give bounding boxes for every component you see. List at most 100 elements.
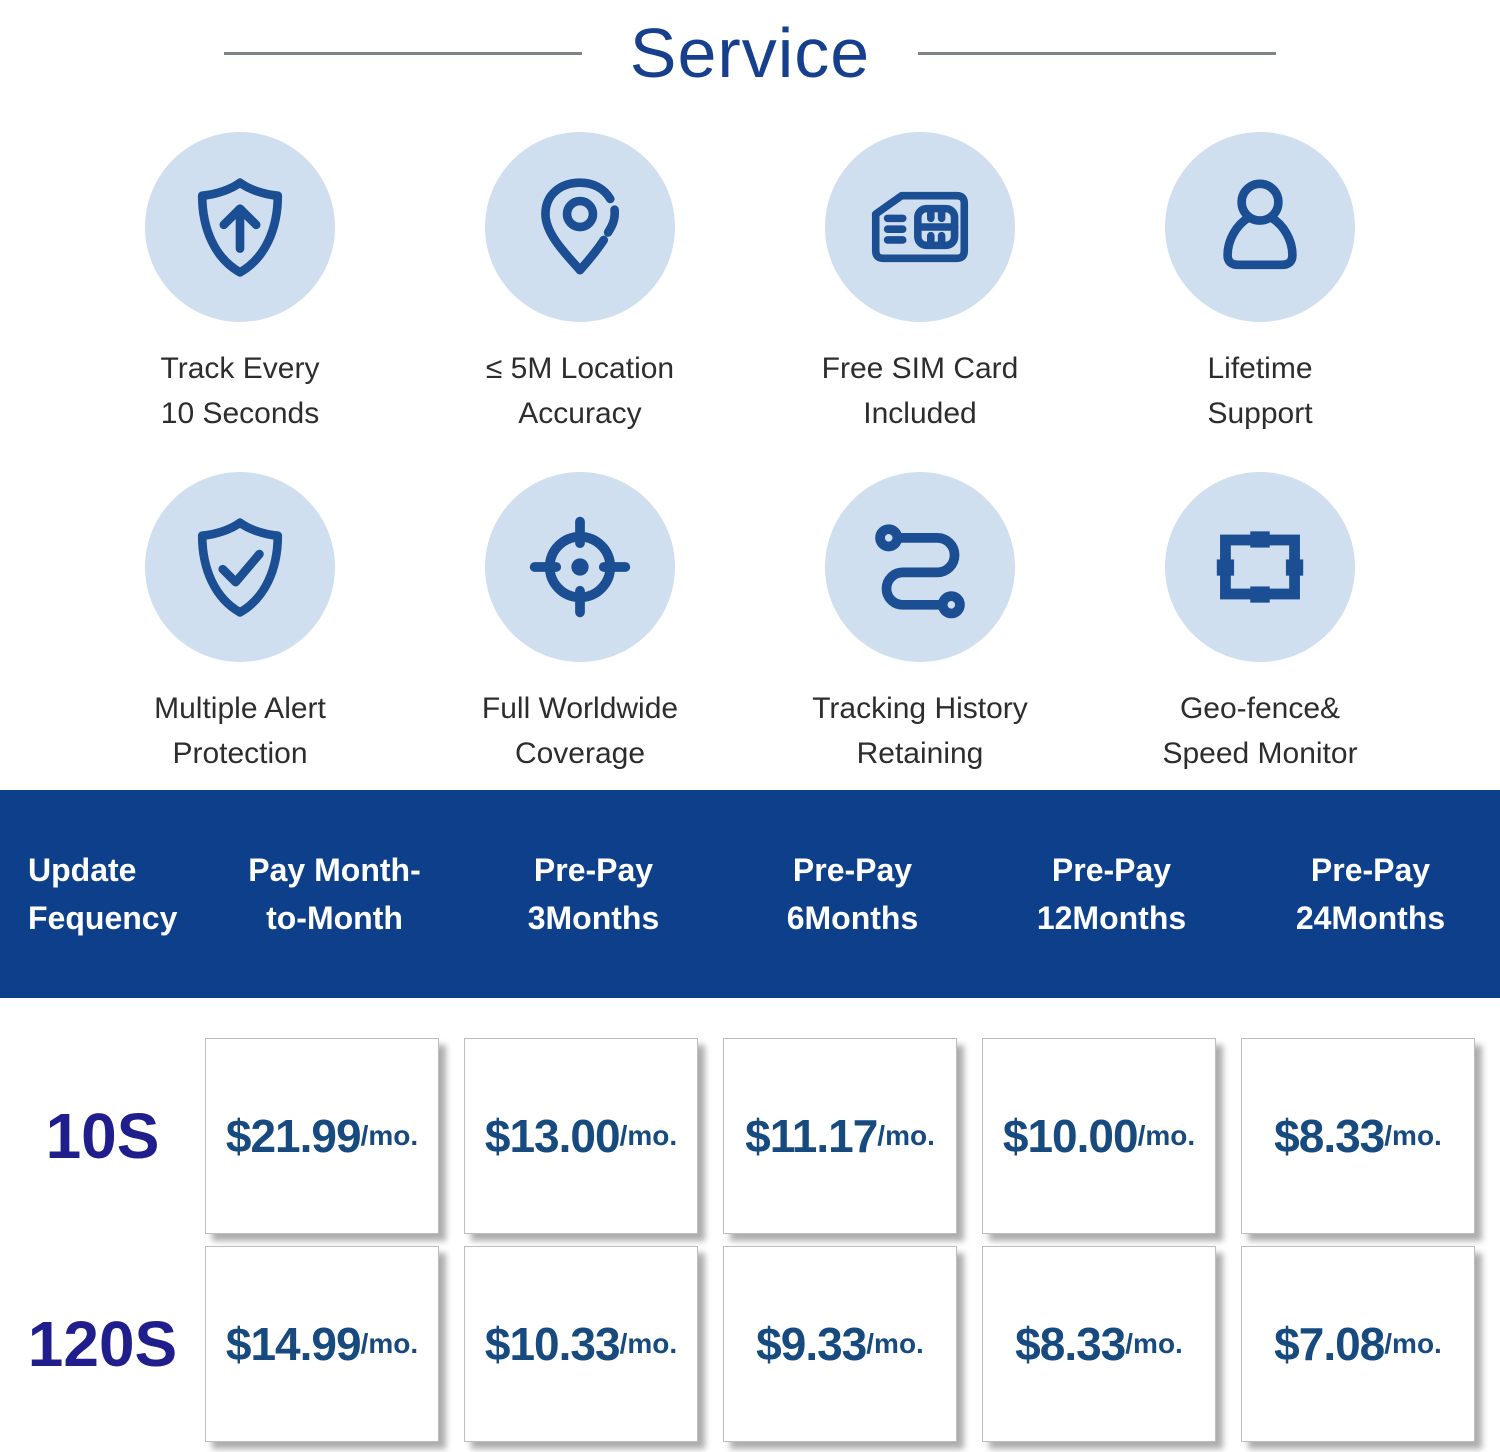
price-card: $13.00/mo.	[464, 1038, 698, 1234]
geofence-icon	[1216, 531, 1304, 603]
row-label-120s: 120S	[27, 1308, 178, 1380]
header-line1: Pay Month-	[248, 852, 421, 888]
person-icon	[1223, 179, 1297, 270]
price-suffix: /mo.	[619, 1120, 678, 1151]
title-divider-left	[223, 51, 582, 55]
feature-circle	[825, 132, 1015, 322]
feature-label-line2: Accuracy	[518, 397, 642, 430]
header-prepay-24months: Pre-Pay 24Months	[1241, 846, 1500, 942]
header-line2: Fequency	[28, 900, 178, 936]
feature-label-line1: Full Worldwide	[481, 692, 679, 725]
price-amount: $10.33	[484, 1318, 621, 1370]
header-update-frequency: Update Fequency	[0, 846, 205, 942]
price-amount: $14.99	[225, 1318, 362, 1370]
feature-circle	[825, 472, 1015, 662]
feature-grid: Track Every 10 Seconds ≤ 5M Location Acc…	[0, 96, 1500, 776]
feature-circle	[145, 472, 335, 662]
feature-label: Geo-fence& Speed Monitor	[1162, 686, 1357, 776]
feature-label-line1: Free SIM Card	[821, 352, 1019, 385]
header-prepay-3months: Pre-Pay 3Months	[464, 846, 723, 942]
title-divider-right	[918, 51, 1277, 55]
price-suffix: /mo.	[866, 1328, 924, 1359]
price-amount: $11.17	[745, 1110, 878, 1162]
price-suffix: /mo.	[1384, 1120, 1442, 1151]
shield-check-icon	[197, 518, 283, 617]
price-card: $10.00/mo.	[982, 1038, 1216, 1234]
price-card: $21.99/mo.	[205, 1038, 439, 1234]
pricing-table: Update Fequency Pay Month- to-Month Pre-…	[0, 790, 1500, 1442]
header-line1: Pre-Pay	[533, 852, 654, 888]
header-line1: Pre-Pay	[1051, 852, 1172, 888]
route-icon	[875, 524, 965, 619]
location-pin-icon	[541, 178, 620, 275]
feature-label-line1: ≤ 5M Location	[485, 352, 675, 385]
shield-arrow-icon	[197, 178, 283, 277]
feature-circle	[1165, 132, 1355, 322]
header-prepay-12months: Pre-Pay 12Months	[982, 846, 1241, 942]
feature-location-accuracy: ≤ 5M Location Accuracy	[410, 132, 750, 436]
header-line2: 12Months	[1036, 900, 1187, 936]
header-prepay-6months: Pre-Pay 6Months	[723, 846, 982, 942]
feature-label-line2: Retaining	[856, 737, 984, 770]
price-amount: $10.00	[1002, 1110, 1139, 1162]
feature-label-line2: Coverage	[514, 737, 646, 770]
feature-label: Multiple Alert Protection	[154, 686, 326, 776]
pricing-body: 10S $21.99/mo. $13.00/mo. $11.17/mo. $10…	[0, 998, 1500, 1442]
price-suffix: /mo.	[619, 1328, 678, 1359]
feature-lifetime-support: Lifetime Support	[1090, 132, 1430, 436]
feature-label-line1: Multiple Alert	[154, 692, 326, 725]
feature-label: Lifetime Support	[1207, 346, 1312, 436]
price-suffix: /mo.	[1125, 1328, 1183, 1359]
feature-row-1: Track Every 10 Seconds ≤ 5M Location Acc…	[70, 132, 1430, 436]
feature-label-line1: Tracking History	[812, 692, 1028, 725]
feature-label-line1: Geo-fence&	[1179, 692, 1341, 725]
price-card: $7.08/mo.	[1241, 1246, 1475, 1442]
feature-circle	[1165, 472, 1355, 662]
title-row: Service	[0, 0, 1500, 96]
pricing-row-10s: 10S $21.99/mo. $13.00/mo. $11.17/mo. $10…	[0, 1038, 1500, 1234]
feature-track-every-10-seconds: Track Every 10 Seconds	[70, 132, 410, 436]
header-line2: 3Months	[527, 900, 660, 936]
row-label-10s: 10S	[45, 1100, 160, 1172]
price-suffix: /mo.	[1137, 1120, 1196, 1151]
feature-label-line2: Protection	[172, 737, 308, 770]
feature-label-line1: Track Every	[160, 352, 320, 385]
price-suffix: /mo.	[360, 1328, 419, 1359]
price-suffix: /mo.	[1384, 1328, 1442, 1359]
header-pay-month-to-month: Pay Month- to-Month	[205, 846, 464, 942]
header-line1: Update	[28, 852, 137, 888]
feature-label: ≤ 5M Location Accuracy	[486, 346, 674, 436]
feature-row-2: Multiple Alert Protection Ful	[70, 472, 1430, 776]
price-card: $10.33/mo.	[464, 1246, 698, 1442]
pricing-row-120s: 120S $14.99/mo. $10.33/mo. $9.33/mo. $8.…	[0, 1246, 1500, 1442]
feature-label-line2: 10 Seconds	[160, 397, 320, 430]
header-line1: Pre-Pay	[792, 852, 913, 888]
price-suffix: /mo.	[877, 1120, 935, 1151]
feature-worldwide-coverage: Full Worldwide Coverage	[410, 472, 750, 776]
price-amount: $8.33	[1274, 1110, 1385, 1162]
feature-label: Track Every 10 Seconds	[161, 346, 320, 436]
price-amount: $13.00	[484, 1110, 621, 1162]
price-amount: $7.08	[1274, 1318, 1385, 1370]
feature-free-sim-card: Free SIM Card Included	[750, 132, 1090, 436]
feature-circle	[145, 132, 335, 322]
feature-circle	[485, 472, 675, 662]
feature-circle	[485, 132, 675, 322]
pricing-header-row: Update Fequency Pay Month- to-Month Pre-…	[0, 790, 1500, 998]
feature-label: Tracking History Retaining	[812, 686, 1028, 776]
price-suffix: /mo.	[360, 1120, 419, 1151]
price-card: $11.17/mo.	[723, 1038, 957, 1234]
feature-label: Full Worldwide Coverage	[482, 686, 678, 776]
feature-tracking-history: Tracking History Retaining	[750, 472, 1090, 776]
header-line1: Pre-Pay	[1310, 852, 1431, 888]
price-amount: $9.33	[756, 1318, 867, 1370]
header-line2: 6Months	[786, 900, 919, 936]
feature-label-line2: Included	[863, 397, 977, 430]
feature-label-line2: Speed Monitor	[1162, 737, 1358, 770]
header-line2: 24Months	[1295, 900, 1446, 936]
price-amount: $8.33	[1015, 1318, 1126, 1370]
price-card: $8.33/mo.	[982, 1246, 1216, 1442]
price-card: $9.33/mo.	[723, 1246, 957, 1442]
price-card: $8.33/mo.	[1241, 1038, 1475, 1234]
